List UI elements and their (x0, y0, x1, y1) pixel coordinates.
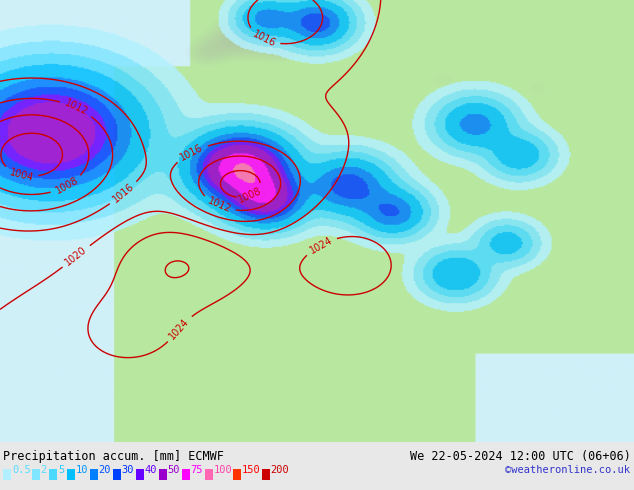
Text: 40: 40 (145, 465, 157, 475)
Text: 1020: 1020 (63, 245, 89, 268)
Text: 1016: 1016 (250, 29, 277, 49)
Text: 30: 30 (122, 465, 134, 475)
Text: 20: 20 (98, 465, 111, 475)
Bar (89, 469, 98, 480)
Text: Precipitation accum. [mm] ECMWF: Precipitation accum. [mm] ECMWF (3, 450, 224, 463)
Bar (158, 469, 167, 480)
Text: 1012: 1012 (206, 196, 233, 215)
Bar (3, 469, 11, 480)
Bar (67, 469, 75, 480)
Text: 1012: 1012 (63, 98, 89, 118)
Bar (233, 469, 241, 480)
Text: 1016: 1016 (111, 182, 136, 205)
Text: ©weatheronline.co.uk: ©weatheronline.co.uk (505, 465, 630, 475)
Bar (205, 469, 212, 480)
Text: 100: 100 (214, 465, 232, 475)
Text: 1016: 1016 (179, 143, 205, 163)
Text: 0.5: 0.5 (12, 465, 31, 475)
Bar (112, 469, 120, 480)
Bar (49, 469, 57, 480)
Text: 75: 75 (190, 465, 203, 475)
Text: 1008: 1008 (54, 175, 80, 196)
Text: We 22-05-2024 12:00 UTC (06+06): We 22-05-2024 12:00 UTC (06+06) (410, 450, 631, 463)
Text: 5: 5 (58, 465, 64, 475)
Bar (136, 469, 143, 480)
Text: 1004: 1004 (8, 167, 34, 183)
Text: 1024: 1024 (167, 316, 191, 341)
Bar (261, 469, 269, 480)
Bar (32, 469, 39, 480)
Text: 50: 50 (167, 465, 180, 475)
Text: 1008: 1008 (237, 186, 264, 205)
Text: 1024: 1024 (307, 235, 334, 256)
Bar (181, 469, 190, 480)
Text: 200: 200 (271, 465, 289, 475)
Text: 150: 150 (242, 465, 261, 475)
Text: 10: 10 (75, 465, 88, 475)
Text: 2: 2 (41, 465, 47, 475)
